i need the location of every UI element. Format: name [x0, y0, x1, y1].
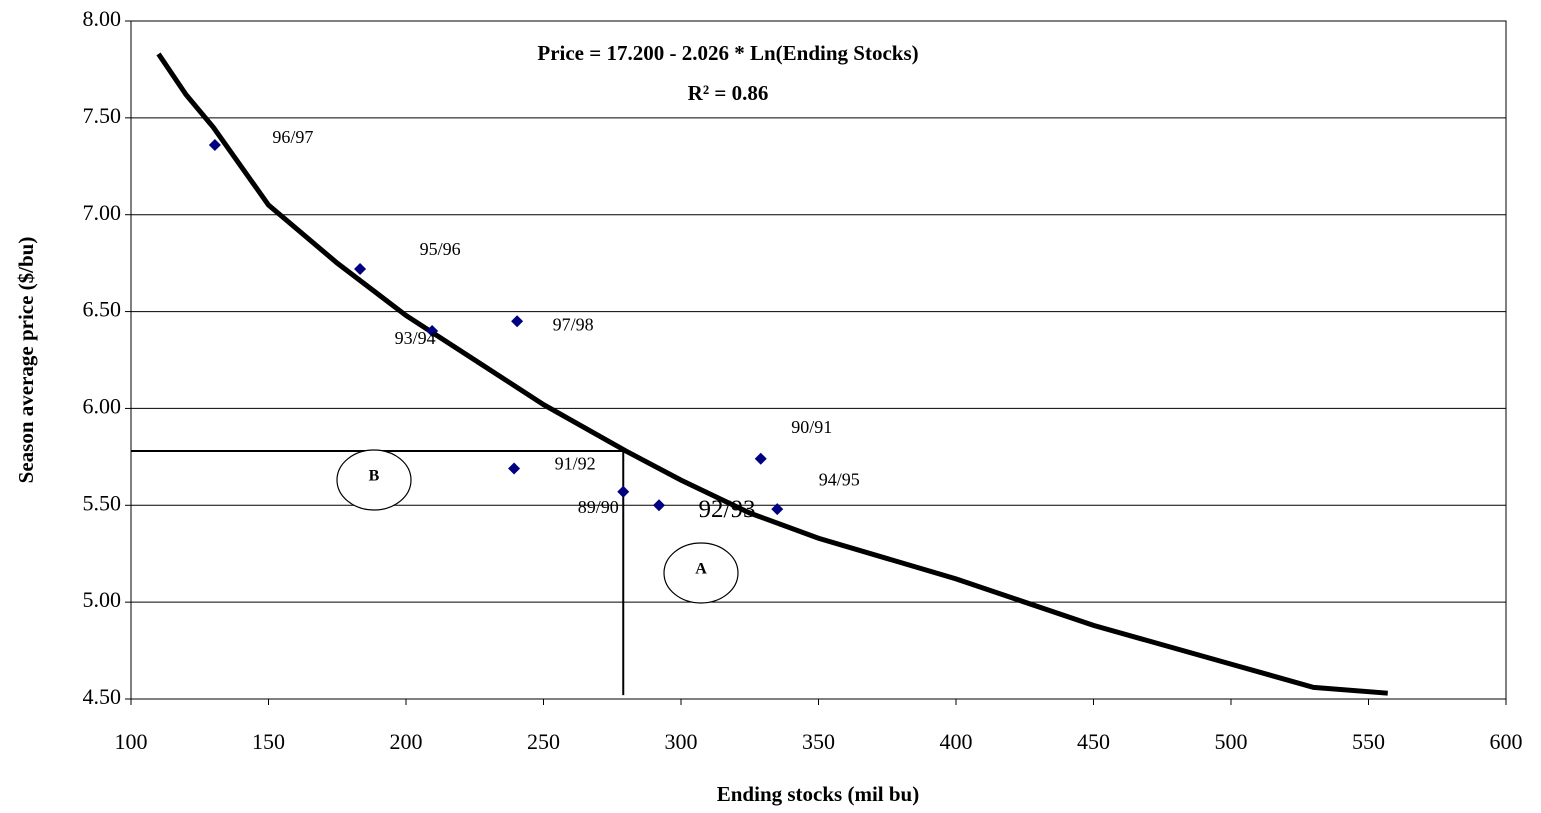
- x-tick-label: 450: [1077, 729, 1110, 754]
- region-label: B: [369, 468, 380, 485]
- data-point: [354, 262, 367, 275]
- point-label: 96/97: [272, 127, 313, 147]
- data-point: [511, 315, 524, 328]
- data-point: [426, 324, 439, 337]
- point-label: 89/90: [578, 497, 619, 517]
- data-point: [617, 485, 630, 498]
- y-tick-label: 7.50: [83, 103, 122, 128]
- region-circle: [663, 542, 739, 604]
- data-point: [508, 462, 521, 475]
- y-tick-label: 7.00: [83, 200, 122, 225]
- x-tick-label: 350: [802, 729, 835, 754]
- region-label: A: [695, 561, 707, 578]
- y-tick-label: 5.00: [83, 587, 122, 612]
- x-axis-title: Ending stocks (mil bu): [717, 782, 919, 806]
- y-axis-title: Season average price ($/bu): [14, 237, 38, 484]
- x-tick-label: 200: [390, 729, 423, 754]
- point-label: 91/92: [555, 454, 596, 474]
- point-label: 90/91: [791, 417, 832, 437]
- point-label: 95/96: [420, 239, 461, 259]
- x-tick-label: 250: [527, 729, 560, 754]
- point-label: 93/94: [395, 328, 436, 348]
- data-point: [208, 138, 221, 151]
- data-point: [653, 499, 665, 512]
- y-tick-label: 8.00: [83, 6, 122, 31]
- y-tick-label: 6.00: [83, 393, 122, 418]
- x-tick-label: 500: [1215, 729, 1248, 754]
- r-squared: R² = 0.86: [688, 81, 769, 105]
- x-tick-label: 400: [940, 729, 973, 754]
- plot-frame: [130, 20, 1507, 700]
- point-label: 94/95: [819, 469, 860, 489]
- fitted-curve: [156, 52, 1388, 696]
- point-label: 92/93: [699, 496, 756, 523]
- x-tick-label: 150: [252, 729, 285, 754]
- x-tick-label: 300: [665, 729, 698, 754]
- data-point: [754, 452, 767, 465]
- y-tick-label: 6.50: [83, 297, 122, 322]
- x-tick-label: 550: [1352, 729, 1385, 754]
- x-tick-label: 100: [115, 729, 148, 754]
- x-tick-label: 600: [1490, 729, 1523, 754]
- data-point: [771, 503, 784, 516]
- region-circle: [336, 449, 412, 511]
- y-tick-label: 4.50: [83, 684, 122, 709]
- equation: Price = 17.200 - 2.026 * Ln(Ending Stock…: [537, 41, 918, 65]
- y-tick-label: 5.50: [83, 490, 122, 515]
- point-label: 97/98: [553, 314, 594, 334]
